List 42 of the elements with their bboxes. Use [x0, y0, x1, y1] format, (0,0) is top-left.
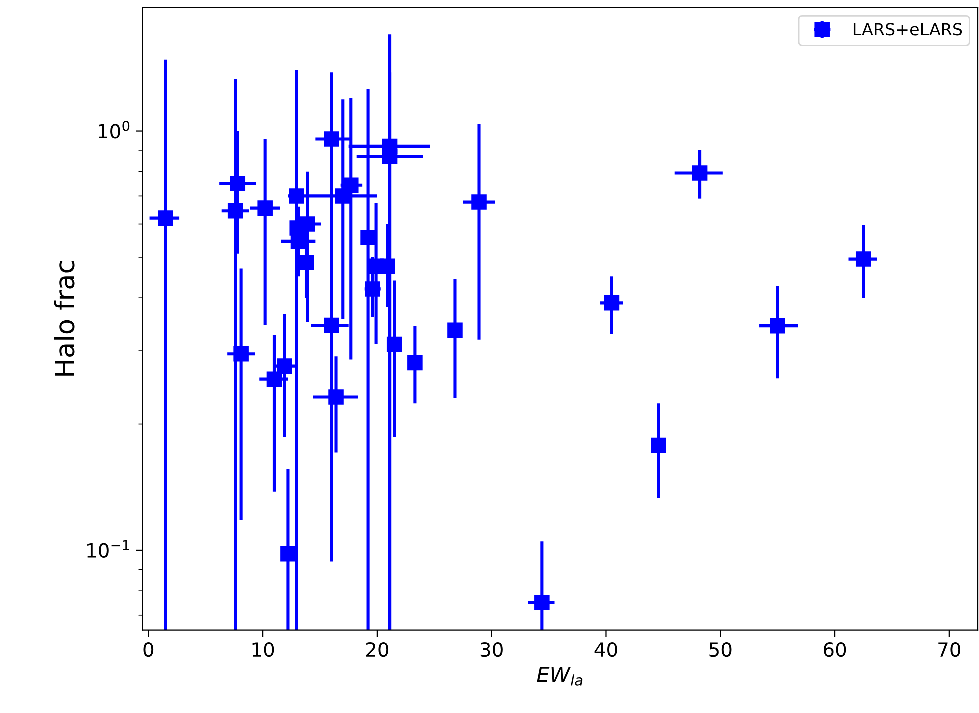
point [280, 546, 296, 562]
point [692, 166, 708, 181]
y-tick-label: 10$^{−1}$ [88, 540, 130, 558]
x-tick-label: 50 [710, 642, 732, 658]
point [856, 252, 872, 267]
point [380, 258, 396, 274]
point [472, 194, 487, 210]
x-axis-title: EW$_{la}$ [537, 667, 583, 686]
point [534, 595, 550, 610]
point [266, 372, 282, 387]
x-tick-label: 0 [144, 642, 154, 658]
point [343, 178, 359, 193]
y-axis-title: Halo frac [54, 261, 75, 376]
x-tick-label: 20 [366, 642, 389, 658]
point [604, 296, 620, 311]
point [382, 148, 398, 164]
point [770, 318, 786, 334]
x-tick-label: 30 [480, 642, 503, 658]
x-tick-label: 10 [252, 642, 274, 658]
point [234, 346, 249, 362]
point [324, 318, 340, 334]
x-tick-label: 70 [938, 642, 960, 658]
x-tick-label: 60 [824, 642, 846, 658]
point [408, 355, 423, 371]
x-tick-label: 40 [594, 642, 618, 658]
point [258, 200, 273, 216]
point [298, 254, 314, 270]
point [158, 210, 174, 226]
point [230, 176, 246, 192]
point [386, 336, 402, 352]
point [277, 358, 292, 374]
point [328, 390, 344, 405]
point [300, 216, 316, 232]
point [228, 203, 244, 219]
legend-label: LARS+eLARS [854, 23, 962, 36]
point [324, 132, 340, 147]
point [360, 230, 376, 246]
point [365, 282, 381, 297]
point [448, 322, 463, 338]
point [290, 234, 306, 250]
y-tick-label: 10$^{0}$ [99, 120, 130, 139]
point [651, 438, 666, 454]
